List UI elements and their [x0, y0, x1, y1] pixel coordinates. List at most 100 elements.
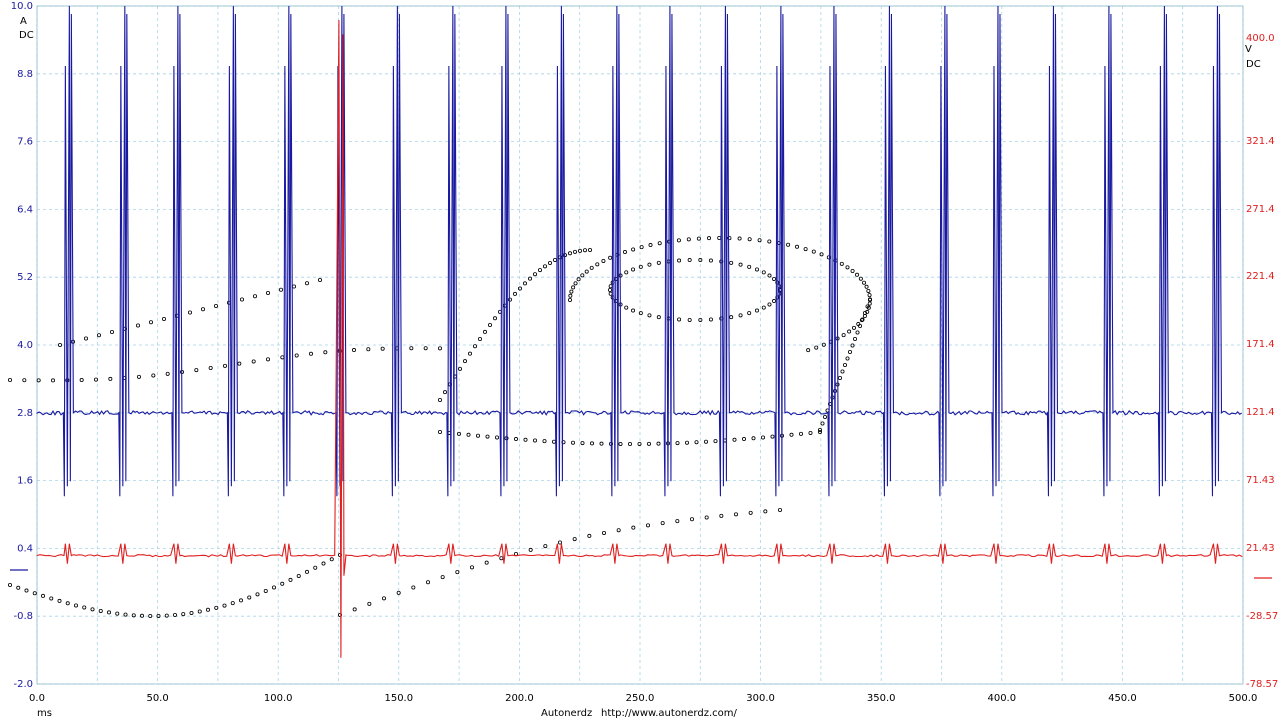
- xy-point: [595, 262, 600, 267]
- xy-point: [685, 440, 690, 445]
- xy-point: [583, 248, 588, 253]
- x-tick-label: 400.0: [987, 693, 1016, 704]
- xy-point: [767, 302, 772, 307]
- xy-point: [49, 596, 54, 601]
- xy-point: [475, 433, 480, 438]
- xy-point: [304, 569, 309, 574]
- xy-point: [608, 291, 613, 296]
- xy-point: [631, 525, 636, 530]
- xy-point: [732, 437, 737, 442]
- xy-point: [580, 441, 585, 446]
- xy-point: [708, 317, 713, 322]
- xy-point: [647, 262, 652, 267]
- xy-point: [687, 317, 692, 322]
- xy-point: [708, 258, 713, 263]
- xy-point: [638, 311, 643, 316]
- xy-point: [329, 557, 334, 562]
- xy-point: [806, 348, 811, 353]
- xy-point: [194, 368, 199, 373]
- xy-point: [819, 252, 824, 257]
- xy-point: [51, 378, 56, 383]
- xy-point: [466, 432, 471, 437]
- xy-point: [411, 585, 416, 590]
- xy-point: [22, 378, 27, 383]
- xy-point: [222, 603, 227, 608]
- left-tick-label: 6.4: [17, 204, 33, 215]
- xy-point: [442, 390, 447, 395]
- xy-point: [156, 613, 161, 618]
- xy-point: [599, 441, 604, 446]
- x-tick-label: 300.0: [746, 693, 775, 704]
- xy-point: [675, 441, 680, 446]
- xy-point: [552, 439, 557, 444]
- xy-point: [197, 609, 202, 614]
- xy-point: [638, 264, 643, 269]
- xy-point: [482, 329, 487, 334]
- xy-point: [843, 362, 848, 367]
- xy-point: [84, 336, 89, 341]
- xy-point: [578, 248, 583, 253]
- voltage-trace: [36, 20, 1243, 658]
- xy-point: [761, 435, 766, 440]
- xy-point: [568, 251, 573, 256]
- xy-point: [855, 272, 860, 277]
- xy-point: [280, 355, 285, 360]
- xy-point: [237, 361, 242, 366]
- xy-point: [704, 515, 709, 520]
- xy-point: [380, 346, 385, 351]
- xy-point: [821, 342, 826, 347]
- xy-point: [164, 613, 169, 618]
- xy-point: [313, 565, 318, 570]
- left-tick-label: 0.4: [17, 543, 33, 554]
- xy-point: [601, 258, 606, 263]
- xy-point: [558, 540, 563, 545]
- xy-point: [656, 441, 661, 446]
- xy-point: [639, 245, 644, 250]
- xy-point: [252, 294, 257, 299]
- right-tick-label: -78.57: [1246, 679, 1278, 690]
- xy-point: [770, 434, 775, 439]
- xy-point: [278, 287, 283, 292]
- xy-point: [727, 236, 732, 241]
- right-axis-unit: V: [1245, 44, 1252, 55]
- xy-point: [7, 377, 12, 382]
- right-tick-label: 221.4: [1246, 271, 1275, 282]
- xy-point: [548, 260, 553, 265]
- xy-point: [687, 258, 692, 263]
- xy-point: [462, 359, 467, 364]
- xy-point: [494, 435, 499, 440]
- xy-point: [538, 268, 543, 273]
- xy-point: [437, 429, 442, 434]
- xy-point: [590, 441, 595, 446]
- xy-point: [469, 565, 474, 570]
- xy-point: [738, 313, 743, 318]
- xy-point: [656, 315, 661, 320]
- left-axis-unit: A: [20, 16, 27, 27]
- xy-point: [423, 346, 428, 351]
- xy-point: [437, 346, 442, 351]
- xy-point: [148, 614, 153, 619]
- xy-point: [200, 307, 205, 312]
- xy-point: [189, 610, 194, 615]
- xy-point: [437, 397, 442, 402]
- current-trace: [36, 5, 1242, 497]
- xy-point: [214, 605, 219, 610]
- xy-point: [754, 267, 759, 272]
- xy-point: [291, 284, 296, 289]
- xy-point: [748, 510, 753, 515]
- xy-point: [772, 276, 777, 281]
- xy-point: [135, 323, 140, 328]
- left-axis-coupling: DC: [19, 30, 34, 41]
- xy-point: [484, 560, 489, 565]
- x-axis-ticks: 0.0 50.0 100.0 150.0 200.0 250.0 300.0 350.0 400…: [29, 693, 1257, 704]
- xy-point: [172, 613, 177, 618]
- right-tick-label: 71.43: [1246, 475, 1275, 486]
- xy-point: [839, 261, 844, 266]
- xy-point: [7, 583, 12, 588]
- right-tick-label: 171.4: [1246, 339, 1275, 350]
- left-tick-label: -0.8: [13, 611, 33, 622]
- xy-point: [455, 570, 460, 575]
- xy-point: [366, 347, 371, 352]
- xy-point: [492, 316, 497, 321]
- xy-point: [304, 281, 309, 286]
